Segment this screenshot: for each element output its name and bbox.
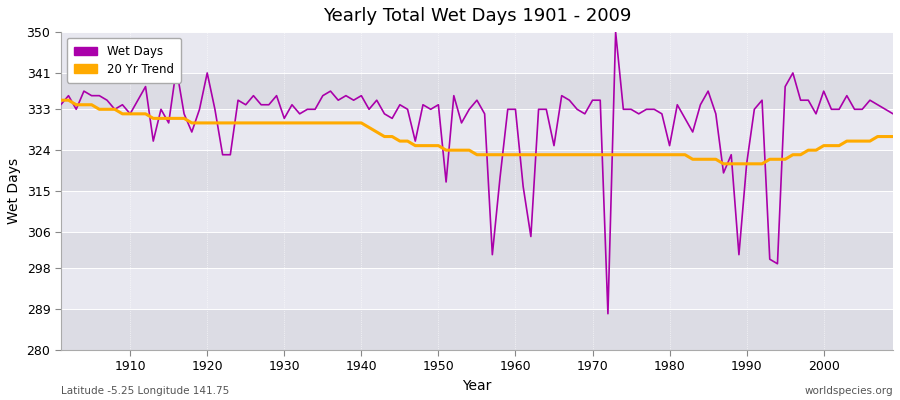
Wet Days	[56, 102, 67, 107]
Bar	[61, 109, 893, 150]
Wet Days	[887, 112, 898, 116]
Bar	[61, 309, 893, 350]
Wet Days	[286, 102, 297, 107]
Wet Days	[117, 102, 128, 107]
Title: Yearly Total Wet Days 1901 - 2009: Yearly Total Wet Days 1901 - 2009	[323, 7, 631, 25]
20 Yr Trend	[333, 120, 344, 125]
20 Yr Trend	[56, 98, 67, 103]
20 Yr Trend	[602, 152, 613, 157]
20 Yr Trend	[502, 152, 513, 157]
X-axis label: Year: Year	[463, 379, 491, 393]
Wet Days	[618, 107, 629, 112]
Wet Days	[602, 311, 613, 316]
20 Yr Trend	[718, 162, 729, 166]
Wet Days	[333, 98, 344, 103]
Text: Latitude -5.25 Longitude 141.75: Latitude -5.25 Longitude 141.75	[61, 386, 229, 396]
Bar	[61, 232, 893, 268]
20 Yr Trend	[117, 112, 128, 116]
Wet Days	[610, 30, 621, 34]
Bar	[61, 268, 893, 309]
Bar	[61, 73, 893, 109]
Bar	[61, 32, 893, 73]
Y-axis label: Wet Days: Wet Days	[7, 158, 21, 224]
Bar	[61, 191, 893, 232]
Wet Days	[502, 107, 513, 112]
20 Yr Trend	[887, 134, 898, 139]
20 Yr Trend	[286, 120, 297, 125]
20 Yr Trend	[510, 152, 521, 157]
Line: 20 Yr Trend: 20 Yr Trend	[61, 100, 893, 164]
Wet Days	[510, 107, 521, 112]
Line: Wet Days: Wet Days	[61, 32, 893, 314]
Legend: Wet Days, 20 Yr Trend: Wet Days, 20 Yr Trend	[67, 38, 181, 83]
Text: worldspecies.org: worldspecies.org	[805, 386, 893, 396]
Bar	[61, 150, 893, 191]
